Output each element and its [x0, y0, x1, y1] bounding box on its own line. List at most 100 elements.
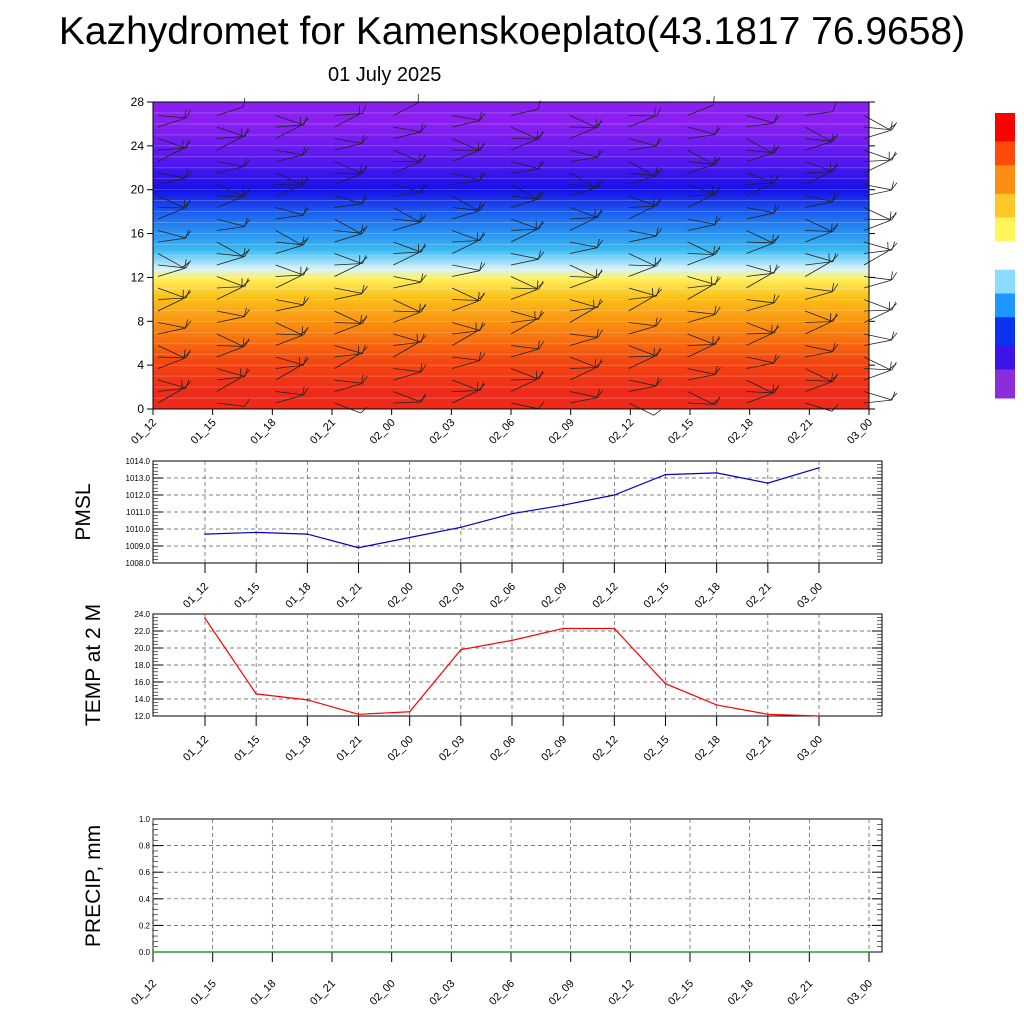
wind-barb: [157, 287, 192, 298]
colorbar-cell: [995, 336, 1015, 342]
barb-shaft: [216, 333, 243, 347]
barb-flag: [301, 118, 309, 125]
wind-barb: [687, 396, 721, 405]
barb-flag: [831, 282, 835, 292]
barb-shaft: [216, 256, 244, 266]
barb-shaft: [805, 230, 834, 232]
barb-flag: [241, 339, 250, 347]
barb-shaft: [746, 272, 775, 277]
barb-flag: [830, 224, 838, 232]
barb-shaft: [510, 126, 537, 139]
barb-shaft: [157, 138, 185, 148]
barb-shaft: [804, 171, 831, 185]
barb-shaft: [569, 207, 597, 218]
wind-barb: [687, 215, 718, 231]
wind-barb: [334, 195, 368, 204]
barb-shaft: [393, 251, 422, 254]
x-tick-label: 03_00: [845, 417, 875, 447]
wind-barb: [863, 356, 897, 370]
barb-flag: [596, 390, 604, 398]
barb-shaft: [334, 379, 363, 384]
wind-barb: [334, 375, 368, 384]
barb-shaft: [863, 279, 892, 289]
barb-flag: [479, 202, 486, 211]
data-point: [818, 467, 820, 469]
barb-shaft: [687, 134, 716, 139]
barb-shaft: [687, 284, 716, 289]
wind-barb: [275, 230, 308, 245]
barb-shaft: [393, 102, 419, 116]
barb-shaft: [216, 310, 245, 317]
wind-barb: [393, 123, 424, 139]
barb-shaft: [805, 231, 832, 243]
barb-flag: [242, 279, 250, 287]
barb-shaft: [628, 295, 657, 300]
barb-shaft: [628, 175, 656, 185]
colorbar-cell: [995, 265, 1015, 271]
colorbar-cell: [995, 184, 1015, 190]
wind-barb: [687, 306, 721, 315]
wind-barb: [863, 241, 898, 251]
wind-barb: [805, 194, 839, 202]
barb-shaft: [452, 356, 481, 361]
data-point: [511, 639, 513, 642]
chart-title: Kazhydromet for Kamenskoeplato(43.1817 7…: [58, 10, 966, 53]
barb-shaft: [510, 139, 538, 151]
wind-barb: [334, 284, 365, 300]
y-tick-label: 0.6: [139, 868, 151, 877]
colorbar-cell: [995, 288, 1015, 294]
wind-barb: [510, 401, 545, 410]
barb-shaft: [805, 351, 833, 358]
data-point: [255, 693, 257, 695]
colorbar-cell: [995, 241, 1015, 247]
x-tick-label: 02_12: [606, 417, 636, 447]
barb-shaft: [157, 387, 186, 392]
wind-barb: [157, 380, 183, 404]
x-tick-label: 02_12: [606, 978, 636, 1008]
data-point: [569, 951, 572, 953]
barb-shaft: [687, 194, 716, 197]
barb-shaft: [746, 299, 775, 304]
colorbar-cell: [995, 322, 1015, 328]
barb-flag: [655, 228, 662, 237]
y-tick-label: 4: [137, 358, 144, 372]
barb-flag: [298, 357, 301, 367]
barb-shaft: [216, 346, 244, 358]
barb-shaft: [393, 184, 421, 193]
wind-barb: [216, 157, 247, 174]
wind-barb: [863, 271, 893, 289]
wind-barb: [452, 202, 486, 211]
wind-barb: [569, 115, 603, 128]
barb-flag: [184, 291, 192, 298]
y-tick-label: 24: [131, 139, 145, 153]
barb-shaft: [687, 285, 712, 300]
barb-shaft: [510, 310, 539, 320]
barb-flag: [773, 295, 780, 304]
wind-barb: [746, 204, 777, 220]
barb-shaft: [452, 390, 481, 392]
barb-flag: [182, 261, 191, 268]
barb-shaft: [746, 138, 772, 153]
barb-flag: [713, 155, 717, 165]
barb-shaft: [157, 327, 186, 335]
wind-barb: [746, 145, 780, 154]
barb-shaft: [746, 149, 775, 154]
barb-shaft: [687, 374, 716, 381]
barb-shaft: [746, 356, 774, 364]
colorbar-cell: [995, 122, 1015, 128]
barb-flag: [420, 124, 427, 133]
barb-shaft: [334, 402, 361, 414]
wind-barb: [275, 387, 309, 396]
wind-barb: [216, 184, 250, 197]
barb-shaft: [805, 261, 834, 266]
wind-barb: [334, 345, 368, 354]
barb-shaft: [216, 106, 244, 116]
barb-flag: [419, 213, 422, 223]
barb-flag: [185, 319, 189, 329]
x-tick-label: 02_03: [427, 978, 457, 1008]
barb-shaft: [863, 356, 890, 370]
barb-shaft: [334, 230, 363, 234]
barb-shaft: [510, 218, 538, 229]
wind-barb: [863, 115, 897, 130]
barb-shaft: [687, 402, 716, 405]
